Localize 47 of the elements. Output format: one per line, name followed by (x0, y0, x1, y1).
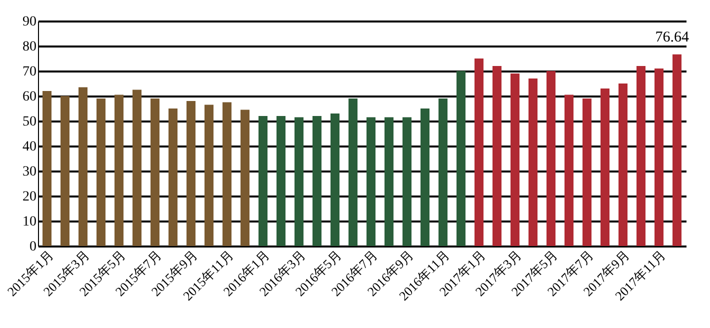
bar (564, 94, 574, 246)
bar (276, 116, 286, 246)
bar (150, 98, 160, 246)
bar (78, 87, 88, 246)
bar (654, 68, 664, 246)
bar (258, 116, 268, 246)
y-tick-label: 0 (30, 240, 36, 254)
bar (456, 71, 466, 246)
bar (42, 91, 52, 246)
y-tick-label: 20 (22, 190, 36, 204)
bar (132, 90, 142, 246)
y-tick-label: 40 (22, 140, 36, 154)
y-tick-label: 10 (22, 214, 36, 230)
bar (384, 117, 394, 246)
bar (672, 54, 682, 246)
data-label: 76.64 (655, 29, 690, 46)
bar (330, 114, 340, 246)
bar (204, 104, 214, 246)
y-tick-label: 50 (22, 114, 36, 130)
y-tick-label: 90 (22, 14, 36, 30)
bar (96, 98, 106, 246)
bar (240, 110, 250, 246)
bar (366, 117, 376, 246)
y-tick-label: 70 (22, 64, 36, 80)
bar (168, 108, 178, 246)
bar (60, 96, 70, 246)
bar (492, 66, 502, 246)
y-tick-label: 30 (22, 164, 36, 180)
bar (618, 84, 628, 246)
bar (114, 94, 124, 246)
bar (600, 88, 610, 246)
bar (294, 117, 304, 246)
bar (582, 98, 592, 246)
bar (546, 71, 556, 246)
bar (402, 117, 412, 246)
bar (474, 58, 484, 246)
bar (636, 66, 646, 246)
y-tick-label: 80 (22, 40, 36, 54)
bar (438, 98, 448, 246)
bar (348, 98, 358, 246)
bar (510, 74, 520, 246)
bar (186, 101, 196, 246)
bar (312, 116, 322, 246)
y-tick-label: 60 (22, 90, 36, 104)
bar (420, 108, 430, 246)
bar (222, 102, 232, 246)
bar (528, 78, 538, 246)
